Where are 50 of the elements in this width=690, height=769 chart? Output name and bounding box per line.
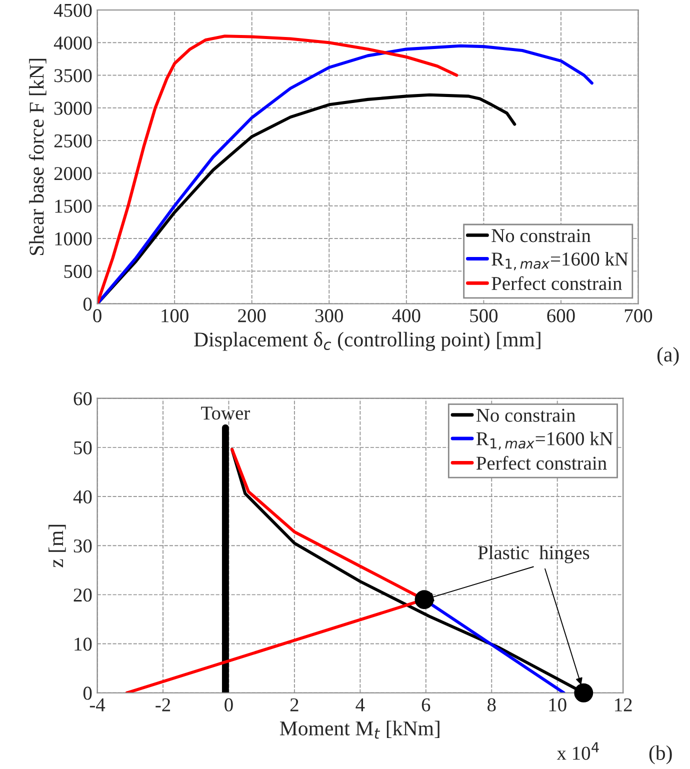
y-tick-label: 50 [74,441,92,454]
y-tick-label: 20 [74,588,92,602]
x-tick-label: -2 [156,698,170,712]
x-tick-label: 700 [624,309,652,322]
x-tick-label: 8 [488,698,496,712]
y-tick-label: 0 [83,686,92,700]
legend-label: No constrain [476,408,576,422]
y-axis-title: Shear base force F [kN] [28,58,46,255]
x-axis-title: Moment M$_{t}$ [kNm] [280,720,440,739]
legend-label: Perfect constrain [492,276,622,290]
text: (b) [649,745,672,764]
y-tick-label: 1500 [55,200,92,213]
text: x 10$^{4}$ [556,742,599,760]
x-tick-label: 400 [392,309,420,322]
y-tick-label: 2000 [54,167,92,180]
text: (a) [657,346,679,366]
x-tick-label: 6 [422,698,430,712]
x-tick-label: 100 [162,309,188,322]
y-tick-label: 30 [74,539,92,553]
y-tick-label: 10 [74,638,92,651]
y-tick-label: 60 [74,392,92,406]
y-tick-label: 4500 [54,4,92,17]
y-tick-label: 1000 [55,232,92,246]
x-tick-label: 300 [315,309,343,322]
y-tick-label: 3000 [54,102,92,115]
x-axis-title: Displacement δ$_{c}$ (controlling point) [mm] [194,332,540,351]
legend-label: R$_{1,max}$=1600 kN [492,252,628,270]
x-tick-label: 600 [547,309,575,322]
y-tick-label: 3500 [54,69,92,82]
x-tick-label: -4 [90,698,106,712]
y-tick-label: 40 [73,490,92,504]
x-tick-label: 200 [238,309,266,322]
x-tick-label: 4 [356,698,365,712]
x-tick-label: 0 [93,309,102,322]
x-tick-label: 12 [615,698,632,712]
legend-label: R$_{1,max}$=1600 kN [476,432,613,450]
x-tick-label: 0 [224,698,233,712]
line-series [97,34,458,304]
annotation: Tower [201,406,250,420]
y-tick-label: 500 [64,264,92,278]
legend-label: No constrain [492,229,591,242]
y-tick-label: 2500 [54,134,92,148]
y-tick-label: 4000 [54,36,92,50]
legend-label: Perfect constrain [476,456,607,470]
x-tick-label: 10 [549,698,566,712]
y-axis-title: z [m] [48,524,66,568]
annotation: Plastic hinges [478,546,590,564]
y-tick-label: 0 [83,298,92,311]
x-tick-label: 500 [470,309,498,322]
x-tick-label: 2 [290,698,298,712]
